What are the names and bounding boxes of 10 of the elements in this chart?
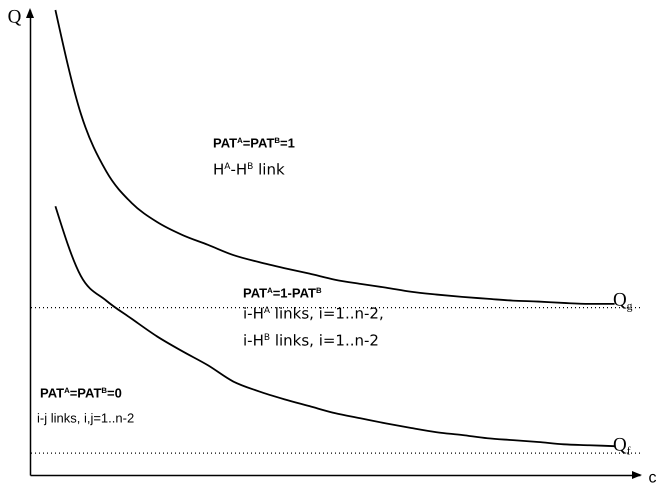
annotation: PAT$^{A}$=1-PAT$^{B}$ (243, 286, 322, 300)
annotation: PAT$^{A}$=PAT$^{B}$=0 (40, 386, 122, 400)
annotation: i-j links, i,j=1..n-2 (37, 410, 134, 426)
ref-line-label: Q$_{g}$ (613, 289, 632, 312)
annotation: PAT$^{A}$=PAT$^{B}$=1 (213, 136, 295, 150)
x-axis-title: c (648, 470, 656, 486)
y-axis-title: Q (8, 6, 22, 28)
ref-line-label: Q$_{f}$ (613, 434, 631, 458)
annotation: i-H$^{B}$ links, i=1..n-2 (243, 332, 379, 350)
annotation: H$^{A}$-H$^{B}$ link (213, 160, 285, 178)
